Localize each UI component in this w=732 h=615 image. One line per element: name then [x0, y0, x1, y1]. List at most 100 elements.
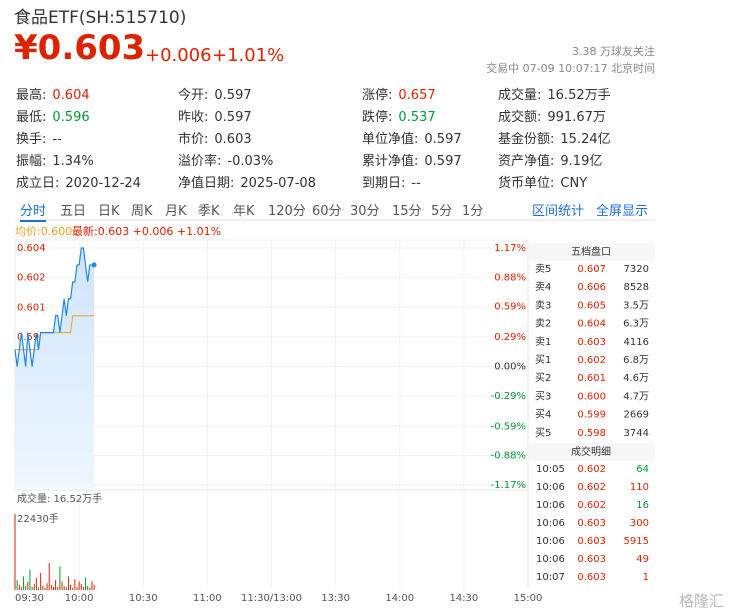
volume-bar — [14, 514, 16, 590]
stat-label: 基金份额: — [498, 132, 555, 147]
tab[interactable]: 五日 — [60, 204, 87, 219]
x-tick-label: 10:30 — [129, 593, 158, 604]
volume-bar — [46, 583, 48, 590]
stat-label: 跌停: — [362, 110, 393, 125]
book-volume: 4.7万 — [623, 391, 649, 402]
x-tick-label: 14:00 — [385, 593, 414, 604]
stat-label: 昨收: — [178, 110, 209, 125]
volume-bar — [80, 583, 82, 590]
tab[interactable]: 60分 — [312, 204, 342, 219]
trade-price: 0.603 — [577, 554, 606, 565]
volume-bar — [63, 585, 65, 590]
stat-label: 换手: — [16, 132, 47, 147]
y2-tick-label: -1.17% — [491, 480, 526, 491]
tab[interactable]: 5分 — [431, 204, 453, 219]
volume-bar — [89, 587, 91, 590]
trade-price: 0.602 — [577, 482, 606, 493]
stat-value: 0.597 — [214, 110, 252, 125]
stat-value: CNY — [560, 176, 588, 191]
trade-time: 10:06 — [536, 518, 565, 529]
stat-value: 0.597 — [424, 154, 462, 169]
tab[interactable]: 日K — [98, 204, 120, 219]
volume-bar — [50, 584, 52, 590]
stat: 最低: 0.596 — [16, 106, 90, 125]
volume-bar — [29, 569, 31, 590]
tab[interactable]: 15分 — [392, 204, 422, 219]
stat-value: 0.537 — [398, 110, 436, 125]
x-tick-label: 15:00 — [514, 593, 543, 604]
stat: 成交量: 16.52万手 — [498, 84, 611, 103]
stat: 资产净值: 9.19亿 — [498, 150, 602, 169]
stat: 净值日期: 2025-07-08 — [178, 172, 316, 191]
stat: 到期日: -- — [362, 172, 421, 191]
book-label: 买5 — [535, 427, 551, 439]
stat: 基金份额: 15.24亿 — [498, 128, 611, 147]
tab[interactable]: 季K — [198, 204, 220, 219]
volume-bar — [55, 579, 57, 590]
y2-tick-label: -0.88% — [491, 451, 526, 462]
volume-bar — [44, 587, 46, 590]
volume-bar — [25, 585, 27, 590]
volume-bar — [35, 578, 37, 590]
tab-link[interactable]: 全屏显示 — [596, 204, 649, 219]
book-volume: 4116 — [624, 337, 649, 348]
stat-value: 0.596 — [52, 110, 90, 125]
tab[interactable]: 周K — [131, 204, 153, 219]
tab[interactable]: 分时 — [20, 200, 47, 222]
stat-value: 9.19亿 — [560, 154, 603, 169]
book-label: 买2 — [535, 372, 551, 384]
volume-bar — [70, 584, 72, 590]
tab[interactable]: 120分 — [268, 204, 306, 219]
volume-bar — [18, 584, 20, 590]
stat-label: 最低: — [16, 110, 47, 125]
panel-head — [528, 243, 655, 261]
stat: 累计净值: 0.597 — [362, 150, 462, 169]
avg-line — [15, 315, 95, 351]
book-price: 0.607 — [577, 264, 606, 275]
book-price: 0.602 — [577, 355, 606, 366]
tab[interactable]: 月K — [165, 204, 187, 219]
stat-value: 0.604 — [52, 88, 90, 103]
stat: 成立日: 2020-12-24 — [16, 172, 141, 191]
trade-time: 10:05 — [536, 464, 565, 475]
trade-volume: 64 — [636, 464, 649, 475]
legend-avg: 均价:0.600 — [15, 225, 73, 238]
tab[interactable]: 年K — [233, 204, 255, 219]
panel-head — [528, 443, 655, 461]
y2-tick-label: -0.29% — [491, 391, 526, 402]
book-price: 0.601 — [577, 373, 606, 384]
book-volume: 7320 — [624, 264, 649, 275]
volume-bar — [61, 581, 63, 590]
stat-value: 0.597 — [424, 132, 462, 147]
volume-bar — [23, 576, 25, 590]
book-volume: 4.6万 — [623, 373, 649, 384]
stat-value: 2025-07-08 — [240, 176, 316, 191]
trade-price: 0.602 — [577, 464, 606, 475]
tab[interactable]: 1分 — [462, 204, 484, 219]
book-volume: 3.5万 — [623, 300, 649, 311]
trade-time: 10:06 — [536, 536, 565, 547]
trade-volume: 5915 — [624, 536, 649, 547]
book-label: 卖1 — [535, 336, 551, 348]
book-volume: 2669 — [624, 410, 649, 421]
followers: 3.38 万球友关注 — [572, 45, 655, 58]
trade-time: 10:07 — [536, 572, 565, 583]
tab[interactable]: 30分 — [350, 204, 380, 219]
price: ¥0.603 — [14, 28, 146, 68]
stat-value: 0.597 — [214, 88, 252, 103]
x-tick-label: 11:30/13:00 — [241, 593, 302, 604]
x-tick-label: 13:30 — [321, 593, 350, 604]
volume-bar — [67, 576, 69, 590]
trade-price: 0.602 — [577, 500, 606, 511]
tab-link[interactable]: 区间统计 — [532, 204, 585, 219]
stat-value: 1.34% — [52, 154, 94, 169]
book-volume: 6.3万 — [623, 319, 649, 330]
title: 食品ETF(SH:515710) — [14, 8, 187, 28]
trade-volume: 16 — [636, 500, 649, 511]
stat-value: 0.657 — [398, 88, 436, 103]
volume-bar — [78, 581, 80, 590]
x-tick-label: 14:30 — [449, 593, 478, 604]
volume-bar — [76, 587, 78, 590]
change-pct: +1.01% — [212, 45, 285, 66]
trade-time: 10:06 — [536, 554, 565, 565]
